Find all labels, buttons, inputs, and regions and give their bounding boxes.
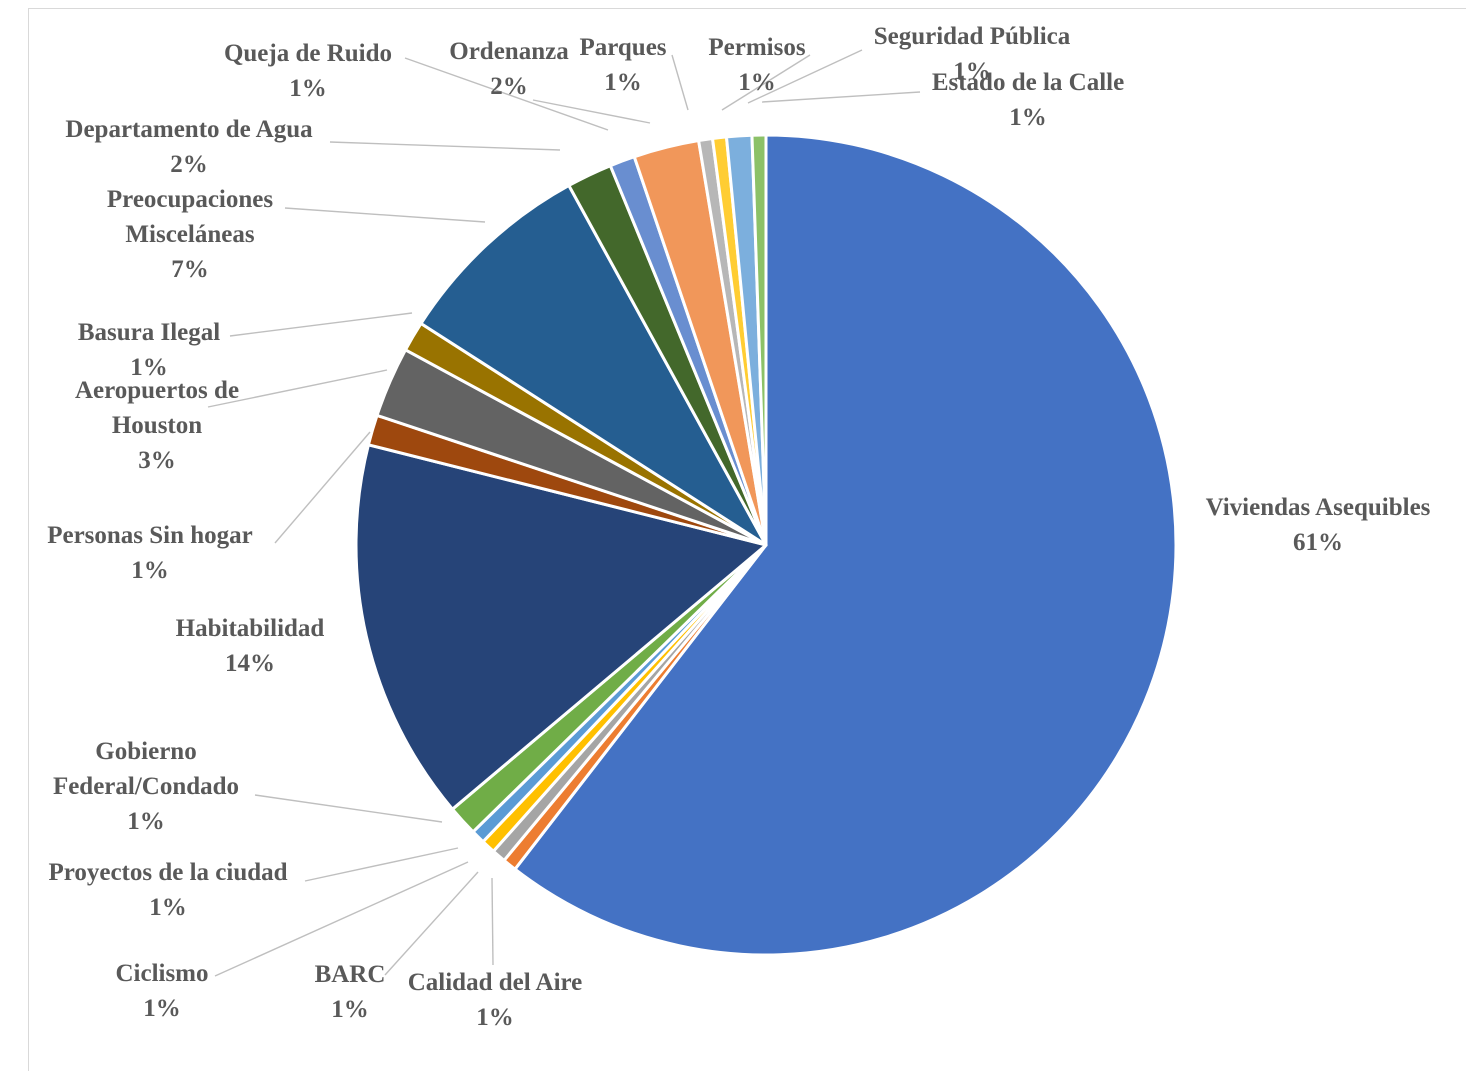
leader-line-personas-sin-hogar bbox=[274, 431, 371, 544]
data-label-queja-de-ruido: Queja de Ruido 1% bbox=[224, 40, 392, 102]
data-label-ciclismo: Ciclismo 1% bbox=[115, 960, 208, 1022]
pie-slice-estado-de-la-calle bbox=[750, 133, 768, 547]
data-label-value-viviendas-asequibles: 61% bbox=[1293, 529, 1343, 556]
data-label-text-preocupaciones-miscelaneas: Misceláneas bbox=[125, 221, 254, 248]
data-label-permisos: Permisos 1% bbox=[708, 34, 805, 96]
data-label-text-calidad-del-aire: Calidad del Aire bbox=[408, 969, 583, 996]
pie-slices bbox=[354, 133, 1178, 957]
data-label-estado-de-la-calle: Estado de la Calle 1% bbox=[932, 69, 1124, 131]
data-label-value-seguridad-publica: 1% bbox=[953, 58, 991, 85]
data-label-barc: BARC 1% bbox=[315, 961, 386, 1023]
leader-line-parques bbox=[671, 54, 689, 111]
data-label-text-seguridad-publica: Seguridad Pública bbox=[874, 23, 1071, 50]
leader-line-queja-de-ruido bbox=[404, 57, 609, 131]
data-label-parques: Parques 1% bbox=[579, 34, 666, 96]
data-label-text-preocupaciones-miscelaneas: Preocupaciones bbox=[107, 186, 273, 213]
data-label-aeropuertos-de-houston: Aeropuertos de Houston 3% bbox=[75, 377, 239, 474]
data-label-text-departamento-de-agua: Departamento de Agua bbox=[65, 116, 313, 143]
pie-slice-habitabilidad bbox=[354, 443, 768, 811]
data-label-text-habitabilidad: Habitabilidad bbox=[176, 615, 325, 642]
leader-line-calidad-del-aire bbox=[491, 877, 494, 966]
data-label-text-gobierno-federal-condado: Federal/Condado bbox=[53, 773, 239, 800]
data-label-text-proyectos-de-la-ciudad: Proyectos de la ciudad bbox=[48, 859, 287, 886]
data-label-text-estado-de-la-calle: Estado de la Calle bbox=[932, 69, 1124, 96]
data-label-gobierno-federal-condado: Gobierno Federal/Condado 1% bbox=[53, 738, 239, 835]
leader-lines bbox=[207, 49, 921, 977]
data-label-basura-ilegal: Basura Ilegal 1% bbox=[78, 319, 220, 381]
leader-line-estado-de-la-calle bbox=[761, 91, 921, 103]
data-label-text-viviendas-asequibles: Viviendas Asequibles bbox=[1206, 494, 1431, 521]
data-label-value-basura-ilegal: 1% bbox=[130, 354, 168, 381]
leader-line-ordenanza bbox=[532, 99, 651, 124]
data-label-personas-sin-hogar: Personas Sin hogar 1% bbox=[47, 522, 253, 584]
data-label-habitabilidad: Habitabilidad 14% bbox=[176, 615, 325, 677]
data-label-value-barc: 1% bbox=[331, 996, 369, 1023]
data-label-text-gobierno-federal-condado: Gobierno bbox=[95, 738, 196, 765]
data-label-value-preocupaciones-miscelaneas: 7% bbox=[171, 256, 209, 283]
leader-line-departamento-de-agua bbox=[329, 141, 561, 151]
data-label-value-ordenanza: 2% bbox=[490, 73, 528, 100]
data-label-proyectos-de-la-ciudad: Proyectos de la ciudad 1% bbox=[48, 859, 287, 921]
data-label-ordenanza: Ordenanza 2% bbox=[449, 38, 569, 100]
data-label-value-habitabilidad: 14% bbox=[225, 650, 275, 677]
data-label-text-barc: BARC bbox=[315, 961, 386, 988]
data-label-text-personas-sin-hogar: Personas Sin hogar bbox=[47, 522, 253, 549]
data-label-text-permisos: Permisos bbox=[708, 34, 805, 61]
leader-line-preocupaciones-miscelaneas bbox=[284, 207, 486, 223]
data-label-value-permisos: 1% bbox=[738, 69, 776, 96]
data-label-value-departamento-de-agua: 2% bbox=[170, 151, 208, 178]
data-label-departamento-de-agua: Departamento de Agua 2% bbox=[65, 116, 313, 178]
chart-area bbox=[28, 8, 1466, 1071]
data-label-value-personas-sin-hogar: 1% bbox=[131, 557, 169, 584]
data-label-value-calidad-del-aire: 1% bbox=[476, 1004, 514, 1031]
data-label-preocupaciones-miscelaneas: Preocupaciones Misceláneas 7% bbox=[107, 186, 273, 283]
leader-line-basura-ilegal bbox=[229, 312, 413, 337]
data-label-value-estado-de-la-calle: 1% bbox=[1009, 104, 1047, 131]
data-label-text-ciclismo: Ciclismo bbox=[115, 960, 208, 987]
data-label-value-queja-de-ruido: 1% bbox=[289, 75, 327, 102]
leader-line-permisos bbox=[721, 54, 811, 111]
data-label-text-basura-ilegal: Basura Ilegal bbox=[78, 319, 220, 346]
data-label-calidad-del-aire: Calidad del Aire 1% bbox=[408, 969, 583, 1031]
data-label-text-queja-de-ruido: Queja de Ruido bbox=[224, 40, 392, 67]
data-label-text-aeropuertos-de-houston: Houston bbox=[112, 412, 202, 439]
data-label-text-ordenanza: Ordenanza bbox=[449, 38, 569, 65]
data-label-value-ciclismo: 1% bbox=[143, 995, 181, 1022]
pie-slice-viviendas-asequibles bbox=[513, 133, 1178, 957]
leader-line-ciclismo bbox=[214, 861, 469, 977]
data-label-seguridad-publica: Seguridad Pública 1% bbox=[874, 23, 1071, 85]
data-label-value-proyectos-de-la-ciudad: 1% bbox=[149, 894, 187, 921]
leader-line-proyectos-de-la-ciudad bbox=[304, 847, 459, 882]
leader-line-barc bbox=[384, 871, 479, 976]
leader-line-gobierno-federal-condado bbox=[254, 794, 443, 823]
data-label-text-parques: Parques bbox=[579, 34, 666, 61]
leader-line-seguridad-publica bbox=[747, 49, 863, 104]
data-label-text-aeropuertos-de-houston: Aeropuertos de bbox=[75, 377, 239, 404]
data-label-value-gobierno-federal-condado: 1% bbox=[127, 808, 165, 835]
data-label-viviendas-asequibles: Viviendas Asequibles 61% bbox=[1206, 494, 1431, 556]
pie-slice-preocupaciones-miscelaneas bbox=[419, 183, 768, 547]
data-label-value-parques: 1% bbox=[604, 69, 642, 96]
data-labels: Viviendas Asequibles 61% Calidad del Aire 1… bbox=[47, 23, 1430, 1031]
leader-line-aeropuertos-de-houston bbox=[207, 369, 388, 408]
data-label-value-aeropuertos-de-houston: 3% bbox=[138, 447, 176, 474]
